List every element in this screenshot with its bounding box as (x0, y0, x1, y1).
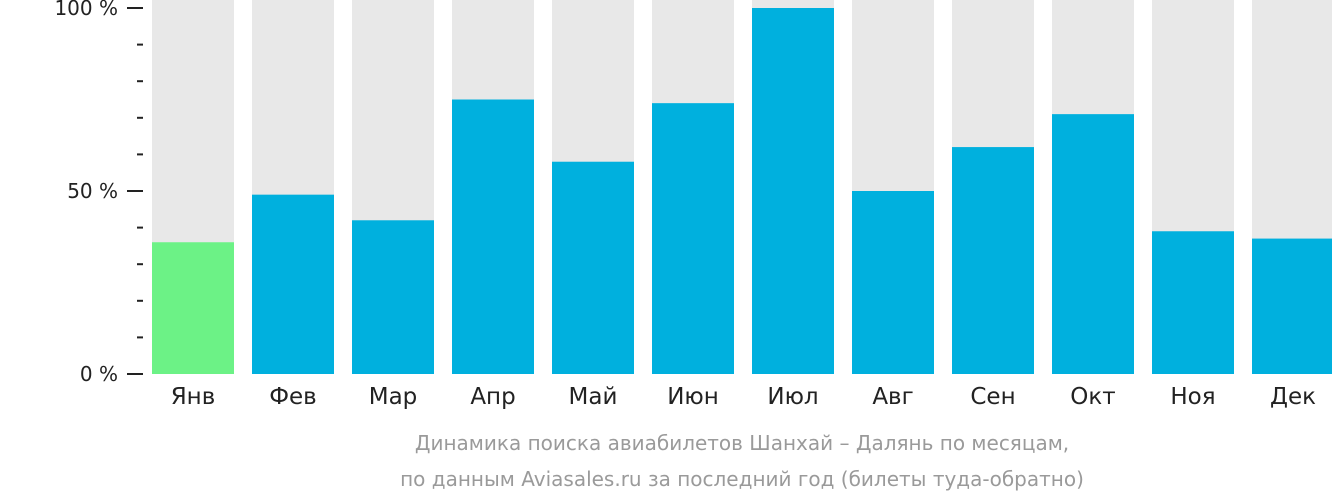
bar-12 (1252, 238, 1332, 374)
y-tick-label: 0 % (80, 362, 118, 386)
x-category-label: Янв (171, 384, 216, 410)
bar-chart: 0 % 50 % 100 % Янв Фев Мар Апр Май Июн Июл Авг Сен… (54, 0, 1332, 410)
x-axis-labels: Янв Фев Мар Апр Май Июн Июл Авг Сен Окт Ноя Дек (171, 384, 1316, 410)
x-category-label: Авг (872, 384, 913, 410)
x-category-label: Сен (970, 384, 1015, 410)
x-category-label: Июл (767, 384, 818, 410)
bar-1 (152, 242, 234, 374)
x-category-label: Июн (667, 384, 719, 410)
y-tick-label: 50 % (67, 179, 118, 203)
bar-11 (1152, 231, 1234, 374)
bar-7 (752, 8, 834, 374)
bar-3 (352, 220, 434, 374)
chart-caption-line-1: Динамика поиска авиабилетов Шанхай – Дал… (414, 431, 1070, 455)
bar-5 (552, 161, 634, 374)
bar-10 (1052, 114, 1134, 374)
x-category-label: Мар (369, 384, 418, 410)
bars-group (152, 0, 1332, 374)
x-category-label: Ноя (1170, 384, 1215, 410)
bar-9 (952, 147, 1034, 374)
y-axis: 0 % 50 % 100 % (54, 0, 143, 386)
y-tick-label: 100 % (54, 0, 118, 20)
x-category-label: Апр (470, 384, 515, 410)
x-category-label: Дек (1270, 384, 1316, 410)
x-category-label: Май (569, 384, 618, 410)
bar-8 (852, 191, 934, 374)
x-category-label: Окт (1070, 384, 1115, 410)
bar-2 (252, 194, 334, 374)
bar-6 (652, 103, 734, 374)
bar-4 (452, 99, 534, 374)
chart-caption-line-2: по данным Aviasales.ru за последний год … (400, 467, 1084, 491)
x-category-label: Фев (269, 384, 317, 410)
